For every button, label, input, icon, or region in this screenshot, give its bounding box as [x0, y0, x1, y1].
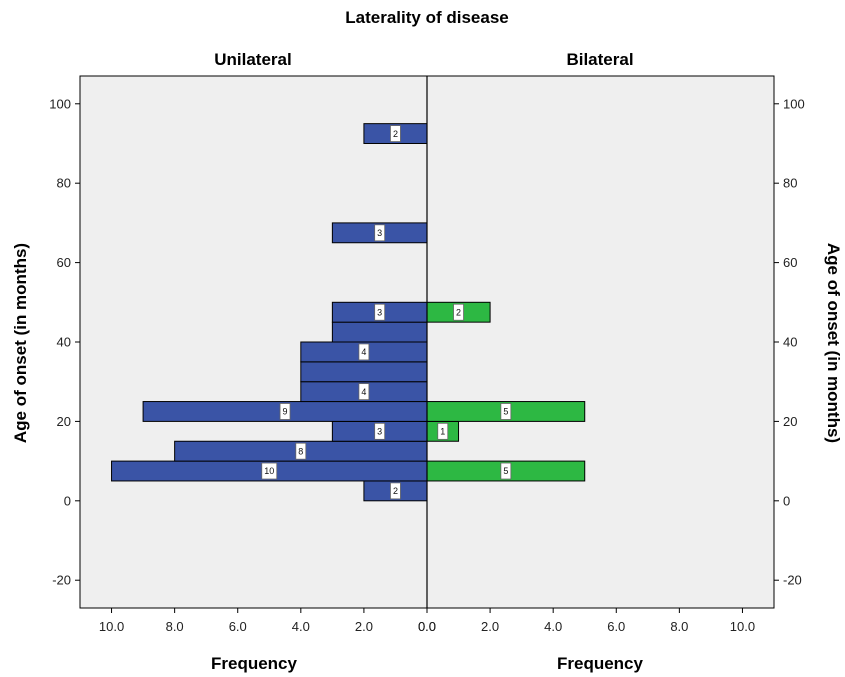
data-label-box-unilateral-9 — [374, 303, 386, 321]
y-tick-label-left-0: -20 — [52, 573, 71, 588]
y-tick-label-right-3: 40 — [783, 335, 797, 350]
data-label-box-unilateral-2 — [295, 442, 307, 460]
data-label-box-unilateral-10 — [374, 224, 386, 242]
data-label-bilateral-3: 2 — [456, 307, 461, 317]
x-tick-label-right-4: 8.0 — [670, 619, 688, 634]
data-label-box-unilateral-11 — [390, 125, 401, 142]
x-tick-label-left-2: 6.0 — [229, 619, 247, 634]
y-tick-label-right-6: 100 — [783, 96, 805, 111]
x-tick-label-right-1: 2.0 — [481, 619, 499, 634]
y-tick-label-right-5: 80 — [783, 176, 797, 191]
y-tick-label-left-2: 20 — [57, 414, 71, 429]
data-label-unilateral-10: 3 — [377, 228, 382, 238]
x-tick-label-left-0: 10.0 — [99, 619, 124, 634]
x-tick-label-right-0: 0.0 — [418, 619, 436, 634]
x-tick-label-right-3: 6.0 — [607, 619, 625, 634]
data-label-box-bilateral-1 — [437, 422, 449, 440]
data-label-unilateral-2: 8 — [298, 446, 303, 456]
y-tick-label-right-1: 0 — [783, 493, 790, 508]
x-axis-right: 0.0 2.0 4.0 6.0 8.0 10.0 — [418, 608, 755, 634]
data-label-box-unilateral-0 — [390, 482, 401, 500]
y-axis-left: -20 0 20 40 60 80 100 — [49, 96, 80, 588]
x-tick-label-right-2: 4.0 — [544, 619, 562, 634]
data-label-box-unilateral-7 — [358, 343, 370, 361]
data-label-unilateral-3: 3 — [377, 427, 382, 437]
x-tick-label-left-4: 2.0 — [355, 619, 373, 634]
x-axis-label-left: Frequency — [211, 654, 298, 673]
data-label-unilateral-9: 3 — [377, 307, 382, 317]
x-tick-label-left-3: 4.0 — [292, 619, 310, 634]
y-tick-label-left-1: 0 — [64, 493, 71, 508]
bars-bilateral: 5 1 5 2 — [426, 301, 586, 482]
chart-title: Laterality of disease — [345, 8, 508, 27]
panel-title-unilateral: Unilateral — [214, 50, 291, 69]
y-axis-label-left: Age of onset (in months) — [11, 243, 30, 443]
data-label-box-unilateral-1 — [261, 462, 278, 480]
x-axis-left: 10.0 8.0 6.0 4.0 2.0 0.0 — [99, 608, 436, 634]
y-tick-label-left-6: 100 — [49, 96, 71, 111]
data-label-box-bilateral-3 — [453, 303, 464, 321]
data-label-unilateral-4: 9 — [283, 407, 288, 417]
data-label-unilateral-7: 4 — [361, 347, 366, 357]
data-label-unilateral-11: 2 — [393, 129, 398, 139]
y-axis-label-right: Age of onset (in months) — [824, 243, 843, 443]
data-label-bilateral-1: 1 — [440, 427, 445, 437]
y-tick-label-left-4: 60 — [57, 255, 71, 270]
data-label-box-bilateral-0 — [500, 462, 512, 480]
y-tick-label-left-5: 80 — [57, 176, 71, 191]
y-axis-right: -20 0 20 40 60 80 100 — [774, 96, 805, 588]
bar-unilateral-6 — [300, 361, 428, 383]
panel-title-bilateral: Bilateral — [566, 50, 633, 69]
data-label-box-unilateral-3 — [374, 422, 386, 440]
data-label-box-unilateral-4 — [279, 403, 291, 420]
data-label-unilateral-1: 10 — [264, 466, 274, 476]
data-label-bilateral-0: 5 — [503, 466, 508, 476]
x-tick-label-left-1: 8.0 — [166, 619, 184, 634]
data-label-box-bilateral-2 — [500, 403, 512, 420]
y-tick-label-left-3: 40 — [57, 335, 71, 350]
x-axis-label-right: Frequency — [557, 654, 644, 673]
data-label-bilateral-2: 5 — [503, 407, 508, 417]
y-tick-label-right-2: 20 — [783, 414, 797, 429]
y-tick-label-right-4: 60 — [783, 255, 797, 270]
bar-unilateral-8 — [331, 321, 428, 343]
x-tick-label-left-5: 0.0 — [418, 619, 436, 634]
data-label-unilateral-5: 4 — [361, 387, 366, 397]
y-tick-label-right-0: -20 — [783, 573, 802, 588]
data-label-box-unilateral-5 — [358, 383, 370, 401]
x-tick-label-right-5: 10.0 — [730, 619, 755, 634]
data-label-unilateral-0: 2 — [393, 486, 398, 496]
